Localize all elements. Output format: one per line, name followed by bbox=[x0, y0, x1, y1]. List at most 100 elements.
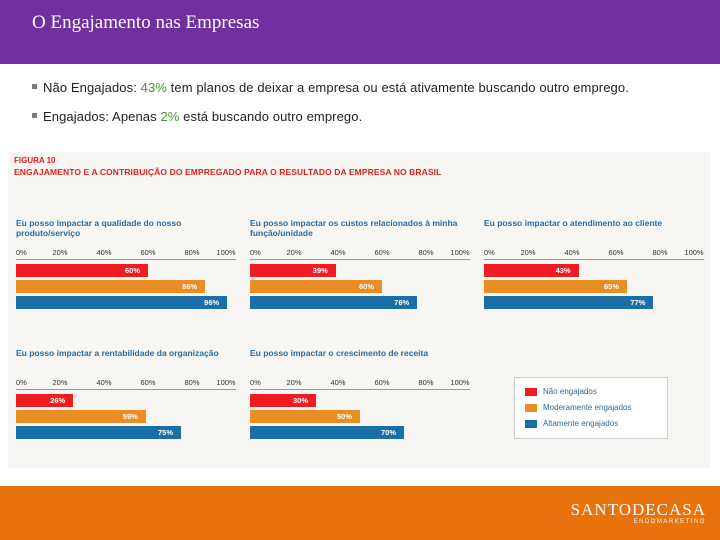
legend-swatch bbox=[525, 419, 537, 428]
bar-value-label: 76% bbox=[394, 298, 410, 307]
bar-value-label: 70% bbox=[380, 428, 396, 437]
bullet-prefix: Não Engajados: bbox=[43, 80, 141, 95]
bar-value-label: 60% bbox=[358, 282, 374, 291]
bar-value-label: 77% bbox=[630, 298, 646, 307]
x-tick-label: 100% bbox=[450, 378, 470, 387]
x-tick-label: 20% bbox=[286, 378, 302, 387]
bullet-prefix: Engajados: Apenas bbox=[43, 109, 161, 124]
slide-title: O Engajamento nas Empresas bbox=[32, 12, 260, 33]
bar-value-label: 39% bbox=[312, 266, 328, 275]
chart-panel-2: Eu posso impactar os custos relacionados… bbox=[250, 218, 476, 318]
axis-line bbox=[16, 259, 236, 260]
x-tick-label: 80% bbox=[652, 248, 668, 257]
bullet-highlight: 2% bbox=[160, 109, 180, 124]
bar-value-label: 75% bbox=[157, 428, 173, 437]
x-tick-label: 20% bbox=[520, 248, 536, 257]
x-tick-label: 40% bbox=[96, 378, 112, 387]
legend-item-highly-engaged: Altamente engajados bbox=[525, 419, 618, 428]
bar-moderately-engaged: 60% bbox=[250, 280, 382, 293]
bar-moderately-engaged: 86% bbox=[16, 280, 206, 293]
x-tick-label: 20% bbox=[52, 378, 68, 387]
x-axis: 0% 20% 40% 60% 80% 100% bbox=[250, 248, 470, 258]
bar-not-engaged: 60% bbox=[16, 264, 148, 277]
bar-not-engaged: 43% bbox=[484, 264, 579, 277]
x-tick-label: 60% bbox=[374, 378, 390, 387]
x-tick-label: 0% bbox=[16, 248, 27, 257]
bar-highly-engaged: 77% bbox=[484, 296, 654, 309]
bar-highly-engaged: 75% bbox=[16, 426, 181, 439]
bar-moderately-engaged: 65% bbox=[484, 280, 627, 293]
chart-panel-4: Eu posso impactar a rentabilidade da org… bbox=[16, 348, 242, 448]
legend-item-not-engaged: Não engajados bbox=[525, 387, 597, 396]
bullet-engaged: Engajados: Apenas 2% está buscando outro… bbox=[32, 109, 712, 124]
x-tick-label: 100% bbox=[216, 248, 236, 257]
footer-bar: SANTODECASA ENDOMARKETING bbox=[0, 486, 720, 540]
bar-value-label: 65% bbox=[603, 282, 619, 291]
x-tick-label: 100% bbox=[684, 248, 704, 257]
x-axis: 0% 20% 40% 60% 80% 100% bbox=[16, 248, 236, 258]
bar-not-engaged: 30% bbox=[250, 394, 316, 407]
legend-item-moderately-engaged: Moderamente engajados bbox=[525, 403, 632, 412]
bar-highly-engaged: 76% bbox=[250, 296, 418, 309]
bar-value-label: 26% bbox=[50, 396, 66, 405]
bar-value-label: 59% bbox=[122, 412, 138, 421]
bar-value-label: 30% bbox=[292, 396, 308, 405]
bar-not-engaged: 39% bbox=[250, 264, 336, 277]
x-tick-label: 80% bbox=[184, 378, 200, 387]
x-tick-label: 40% bbox=[96, 248, 112, 257]
x-tick-label: 0% bbox=[484, 248, 495, 257]
chart-panel-5: Eu posso impactar o crescimento de recei… bbox=[250, 348, 476, 448]
bar-value-label: 50% bbox=[336, 412, 352, 421]
chart-panel-1: Eu posso impactar a qualidade do nosso p… bbox=[16, 218, 242, 318]
panel-question: Eu posso impactar a qualidade do nosso p… bbox=[16, 218, 182, 238]
panel-question: Eu posso impactar a rentabilidade da org… bbox=[16, 348, 219, 358]
figure-engagement-chart: FIGURA 10 ENGAJAMENTO E A CONTRIBUIÇÃO D… bbox=[8, 152, 710, 468]
x-tick-label: 40% bbox=[330, 248, 346, 257]
x-axis: 0% 20% 40% 60% 80% 100% bbox=[250, 378, 470, 388]
x-tick-label: 60% bbox=[140, 378, 156, 387]
x-axis: 0% 20% 40% 60% 80% 100% bbox=[484, 248, 704, 258]
x-tick-label: 60% bbox=[374, 248, 390, 257]
x-tick-label: 0% bbox=[250, 378, 261, 387]
bullet-suffix: está buscando outro emprego. bbox=[179, 109, 363, 124]
legend-label: Moderamente engajados bbox=[543, 403, 632, 412]
axis-line bbox=[484, 259, 704, 260]
bar-moderately-engaged: 50% bbox=[250, 410, 360, 423]
legend-swatch bbox=[525, 403, 537, 412]
axis-line bbox=[16, 389, 236, 390]
legend-label: Não engajados bbox=[543, 387, 597, 396]
x-tick-label: 100% bbox=[216, 378, 236, 387]
legend-swatch bbox=[525, 387, 537, 396]
bullet-suffix: tem planos de deixar a empresa ou está a… bbox=[166, 80, 629, 95]
bar-highly-engaged: 96% bbox=[16, 296, 228, 309]
logo-subtitle: ENDOMARKETING bbox=[633, 519, 706, 525]
bar-value-label: 96% bbox=[204, 298, 220, 307]
chart-panel-3: Eu posso impactar o atendimento ao clien… bbox=[484, 218, 710, 318]
x-tick-label: 80% bbox=[418, 248, 434, 257]
x-tick-label: 0% bbox=[16, 378, 27, 387]
figure-title: ENGAJAMENTO E A CONTRIBUIÇÃO DO EMPREGAD… bbox=[14, 167, 442, 177]
figure-label: FIGURA 10 bbox=[14, 156, 56, 165]
bullet-list: Não Engajados: 43% tem planos de deixar … bbox=[32, 80, 712, 138]
bar-highly-engaged: 70% bbox=[250, 426, 404, 439]
bar-not-engaged: 26% bbox=[16, 394, 74, 407]
x-tick-label: 20% bbox=[286, 248, 302, 257]
x-tick-label: 40% bbox=[564, 248, 580, 257]
chart-legend: Não engajados Moderamente engajados Alta… bbox=[514, 377, 668, 439]
logo-word: SANTODECASA bbox=[570, 500, 706, 519]
x-tick-label: 40% bbox=[330, 378, 346, 387]
axis-line bbox=[250, 259, 470, 260]
panel-question: Eu posso impactar o crescimento de recei… bbox=[250, 348, 429, 358]
x-tick-label: 100% bbox=[450, 248, 470, 257]
company-logo: SANTODECASA ENDOMARKETING bbox=[571, 500, 706, 525]
bullet-square-icon bbox=[32, 113, 37, 119]
panel-question: Eu posso impactar o atendimento ao clien… bbox=[484, 218, 663, 228]
x-tick-label: 20% bbox=[52, 248, 68, 257]
x-axis: 0% 20% 40% 60% 80% 100% bbox=[16, 378, 236, 388]
bar-value-label: 43% bbox=[555, 266, 571, 275]
bullet-square-icon bbox=[32, 84, 37, 90]
bar-moderately-engaged: 59% bbox=[16, 410, 146, 423]
x-tick-label: 0% bbox=[250, 248, 261, 257]
axis-line bbox=[250, 389, 470, 390]
panel-question: Eu posso impactar os custos relacionados… bbox=[250, 218, 458, 238]
